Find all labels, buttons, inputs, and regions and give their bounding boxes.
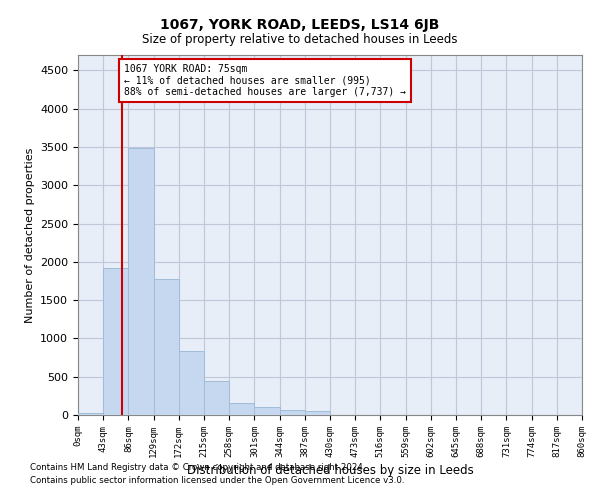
- Bar: [204, 380, 229, 415]
- Bar: [305, 411, 330, 415]
- Text: 1067, YORK ROAD, LEEDS, LS14 6JB: 1067, YORK ROAD, LEEDS, LS14 6JB: [160, 18, 440, 32]
- Bar: [128, 148, 154, 415]
- X-axis label: Distribution of detached houses by size in Leeds: Distribution of detached houses by size …: [187, 464, 473, 477]
- Text: Contains HM Land Registry data © Crown copyright and database right 2024.: Contains HM Land Registry data © Crown c…: [30, 464, 365, 472]
- Bar: [103, 268, 128, 415]
- Bar: [154, 278, 179, 415]
- Bar: [280, 410, 305, 415]
- Text: 1067 YORK ROAD: 75sqm
← 11% of detached houses are smaller (995)
88% of semi-det: 1067 YORK ROAD: 75sqm ← 11% of detached …: [124, 64, 406, 98]
- Bar: [229, 402, 254, 415]
- Bar: [78, 412, 103, 415]
- Y-axis label: Number of detached properties: Number of detached properties: [25, 148, 35, 322]
- Text: Size of property relative to detached houses in Leeds: Size of property relative to detached ho…: [142, 32, 458, 46]
- Bar: [179, 350, 204, 415]
- Text: Contains public sector information licensed under the Open Government Licence v3: Contains public sector information licen…: [30, 476, 404, 485]
- Bar: [254, 408, 280, 415]
